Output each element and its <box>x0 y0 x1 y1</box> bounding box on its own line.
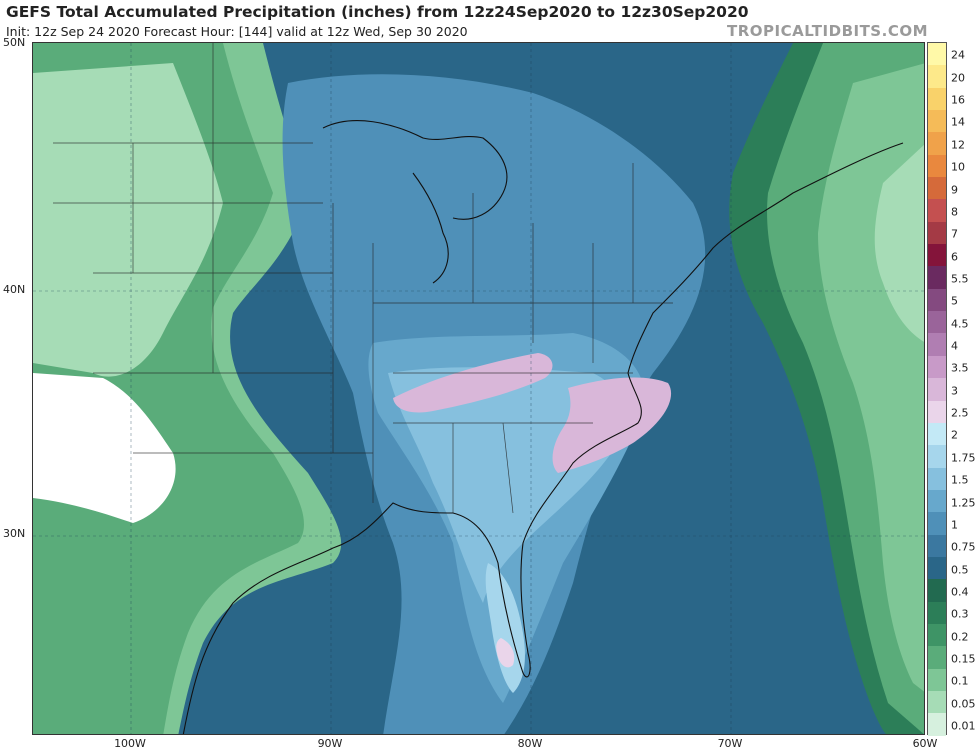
colorbar-tick-label: 12 <box>951 138 965 152</box>
colorbar-tick-label: 20 <box>951 71 965 85</box>
coastlines <box>182 120 904 734</box>
precip-field-west-trace <box>33 373 176 523</box>
precip-field-atlantic-pale <box>874 144 924 342</box>
colorbar-tick-label: 7 <box>951 227 958 241</box>
colorbar-swatch <box>928 43 946 66</box>
colorbar-swatch <box>928 266 946 289</box>
colorbar-tick-label: 9 <box>951 183 958 197</box>
map-subtitle: Init: 12z Sep 24 2020 Forecast Hour: [14… <box>6 24 468 39</box>
precip-field-west-pale <box>33 63 223 377</box>
colorbar-swatch <box>928 512 946 535</box>
colorbar-tick-label: 1.5 <box>951 473 969 487</box>
colorbar-tick-label: 8 <box>951 205 958 219</box>
colorbar-tick-label: 6 <box>951 250 958 264</box>
colorbar-tick-label: 0.01 <box>951 719 976 733</box>
colorbar-tick-label: 0.15 <box>951 652 976 666</box>
lon-label-70w: 70W <box>717 737 743 750</box>
map-canvas <box>33 43 924 734</box>
colorbar-swatch <box>928 467 946 490</box>
colorbar-tick-label: 16 <box>951 93 965 107</box>
colorbar-swatch <box>928 601 946 624</box>
colorbar-swatch <box>928 154 946 178</box>
colorbar-tick-label: 5.5 <box>951 272 969 286</box>
colorbar-tick-label: 1.25 <box>951 496 976 509</box>
colorbar-tick-label: 0.5 <box>951 563 969 577</box>
colorbar-swatch <box>928 534 946 557</box>
colorbar-tick-label: 1 <box>951 518 958 532</box>
colorbar-tick-label: 1.75 <box>951 451 976 465</box>
header: GEFS Total Accumulated Precipitation (in… <box>0 0 978 42</box>
colorbar-tick-label: 3 <box>951 384 958 398</box>
lat-label-50n: 50N <box>3 36 26 49</box>
colorbar-swatch <box>928 110 946 133</box>
colorbar-tick-label: 0.75 <box>951 540 976 554</box>
state-borders <box>53 43 673 514</box>
lat-label-30n: 30N <box>3 527 26 540</box>
graticule <box>33 43 924 734</box>
colorbar-tick-label: 2.5 <box>951 406 969 420</box>
colorbar-tick-label: 0.4 <box>951 585 969 599</box>
colorbar-swatch <box>928 400 946 423</box>
lon-label-80w: 80W <box>517 737 543 750</box>
colorbar-swatch <box>928 244 946 267</box>
colorbar-swatch <box>928 221 946 245</box>
colorbar-swatch <box>928 556 946 580</box>
colorbar-tick-label: 5 <box>951 294 958 308</box>
colorbar-swatch <box>928 65 946 88</box>
lon-label-100w: 100W <box>114 737 146 750</box>
map-title: GEFS Total Accumulated Precipitation (in… <box>6 3 749 21</box>
colorbar-tick-label: 4 <box>951 339 958 353</box>
lon-label-90w: 90W <box>317 737 343 750</box>
colorbar-tick-label: 10 <box>951 160 965 174</box>
colorbar-tick-label: 4.5 <box>951 317 969 331</box>
colorbar-tick-label: 0.05 <box>951 697 976 711</box>
colorbar-swatch <box>928 132 946 155</box>
colorbar-swatch <box>928 646 946 669</box>
colorbar-swatch <box>928 489 946 513</box>
colorbar-swatch <box>928 199 946 222</box>
colorbar-swatch <box>928 177 946 200</box>
colorbar-swatch <box>928 288 946 312</box>
colorbar-tick-label: 14 <box>951 115 965 129</box>
precip-max-appalachians <box>393 353 553 413</box>
precipitation-map <box>32 42 925 735</box>
colorbar-swatch <box>928 355 946 379</box>
colorbar-swatch <box>928 333 946 356</box>
precip-max-south-florida <box>496 638 515 668</box>
brand-watermark: TROPICALTIDBITS.COM <box>727 22 928 40</box>
colorbar-tick-label: 2 <box>951 428 958 442</box>
precip-max-carolina-coast <box>552 377 672 473</box>
colorbar-tick-label: 24 <box>951 48 965 62</box>
colorbar-swatch <box>928 311 946 334</box>
colorbar-tick-label: 3.5 <box>951 361 969 375</box>
colorbar-swatch <box>928 87 946 111</box>
colorbar-swatch <box>928 378 946 401</box>
colorbar-swatch <box>928 713 946 736</box>
colorbar-tick-label: 0.2 <box>951 630 969 644</box>
colorbar-swatch <box>928 623 946 647</box>
precip-colorbar <box>927 42 947 736</box>
colorbar-swatch <box>928 668 946 691</box>
colorbar-swatch <box>928 422 946 446</box>
precip-field-florida <box>485 563 525 693</box>
colorbar-swatch <box>928 690 946 714</box>
colorbar-swatch <box>928 579 946 602</box>
colorbar-tick-label: 0.1 <box>951 674 969 688</box>
lon-label-60w: 60W <box>912 737 938 750</box>
colorbar-swatch <box>928 445 946 468</box>
lat-label-40n: 40N <box>3 283 26 296</box>
colorbar-tick-label: 0.3 <box>951 607 969 621</box>
